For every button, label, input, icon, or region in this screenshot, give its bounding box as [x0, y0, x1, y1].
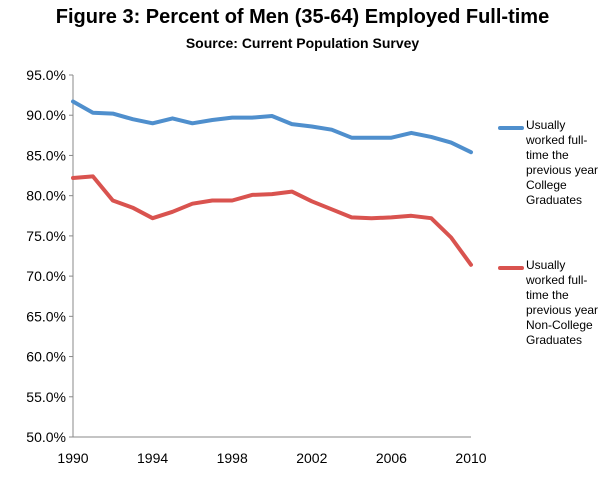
legend-label-non-college-graduates: Usually worked full-time the previous ye… — [526, 258, 599, 347]
y-tick-label: 85.0% — [26, 147, 66, 163]
x-tick-label: 2010 — [455, 450, 486, 466]
x-tick-label: 1994 — [137, 450, 168, 466]
x-tick-label: 2006 — [376, 450, 407, 466]
y-tick-label: 65.0% — [26, 308, 66, 324]
legend-swatch-non-college-graduates — [498, 266, 524, 270]
y-tick-label: 50.0% — [26, 429, 66, 445]
chart-title: Figure 3: Percent of Men (35-64) Employe… — [55, 6, 550, 28]
x-axis-tick-labels: 1990 1994 1998 2002 2006 2010 — [57, 450, 486, 466]
series-lines — [71, 99, 473, 267]
y-tick-label: 90.0% — [26, 107, 66, 123]
series-line-non-college-graduates — [71, 174, 473, 267]
y-axis-tick-marks — [69, 74, 73, 438]
y-tick-label: 60.0% — [26, 349, 66, 365]
y-tick-label: 95.0% — [26, 67, 66, 83]
x-tick-label: 1998 — [217, 450, 248, 466]
y-tick-label: 80.0% — [26, 188, 66, 204]
y-tick-label: 70.0% — [26, 268, 66, 284]
x-tick-label: 1990 — [57, 450, 88, 466]
y-tick-label: 75.0% — [26, 228, 66, 244]
chart-subtitle: Source: Current Population Survey — [185, 35, 420, 51]
series-line-college-graduates — [71, 99, 473, 155]
y-axis-tick-labels: 50.0% 55.0% 60.0% 65.0% 70.0% 75.0% 80.0% 85.0%… — [26, 67, 66, 445]
legend-label-college-graduates: Usually worked full-time the previous ye… — [526, 118, 599, 207]
x-tick-label: 2002 — [296, 450, 327, 466]
y-tick-label: 55.0% — [26, 389, 66, 405]
legend-swatch-college-graduates — [498, 126, 524, 130]
